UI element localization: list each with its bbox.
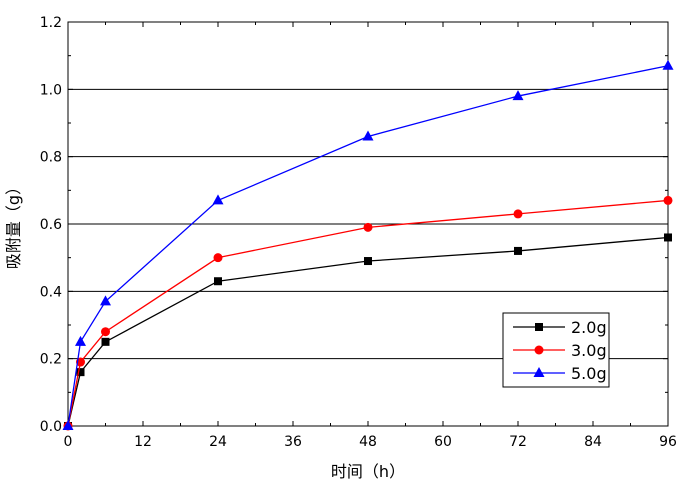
x-tick-label: 24 xyxy=(209,434,227,450)
legend-marker xyxy=(535,323,543,331)
y-tick-label: 0.0 xyxy=(40,419,62,435)
x-tick-label: 36 xyxy=(284,434,302,450)
y-axis-title: 吸附量（g） xyxy=(4,179,23,269)
legend-label: 5.0g xyxy=(571,364,607,383)
x-tick-label: 72 xyxy=(509,434,527,450)
data-point xyxy=(663,195,673,205)
y-tick-label: 0.2 xyxy=(40,352,62,368)
data-point xyxy=(664,233,672,242)
data-point xyxy=(75,335,86,346)
x-axis-title: 时间（h） xyxy=(331,462,405,481)
y-tick-label: 1.0 xyxy=(40,82,62,98)
y-tick-label: 0.4 xyxy=(40,284,62,300)
data-point xyxy=(512,90,524,101)
y-tick-label: 0.8 xyxy=(40,150,62,166)
data-point xyxy=(362,130,374,141)
data-point xyxy=(76,368,85,377)
x-tick-label: 84 xyxy=(584,434,602,450)
x-tick-label: 60 xyxy=(434,434,452,450)
legend-label: 2.0g xyxy=(571,318,607,337)
data-point xyxy=(363,222,373,232)
data-point xyxy=(101,337,110,346)
legend-marker xyxy=(534,345,544,355)
data-point xyxy=(100,295,111,306)
x-tick-label: 0 xyxy=(64,434,73,450)
x-tick-label: 48 xyxy=(359,434,377,450)
x-tick-label: 12 xyxy=(134,434,152,450)
legend: 2.0g 3.0g 5.0g xyxy=(502,312,610,388)
data-point xyxy=(101,327,110,337)
data-point xyxy=(213,253,223,263)
data-point xyxy=(62,420,74,430)
data-point xyxy=(514,246,522,255)
y-tick-label: 1.2 xyxy=(40,15,62,31)
data-point xyxy=(513,209,523,219)
x-tick-label: 96 xyxy=(659,434,677,450)
data-point xyxy=(364,257,372,266)
ticks: 0.0 0.2 0.4 0.6 0.8 1.0 1.2 0 12 24 36 48 60 72 84 96 xyxy=(40,15,677,450)
data-point xyxy=(212,194,224,205)
data-point xyxy=(214,277,222,286)
data-point xyxy=(662,59,674,70)
series xyxy=(62,59,674,431)
legend-label: 3.0g xyxy=(571,341,607,360)
legend-marker xyxy=(533,367,545,377)
series-5.0g xyxy=(62,59,674,430)
y-tick-label: 0.6 xyxy=(40,217,62,233)
